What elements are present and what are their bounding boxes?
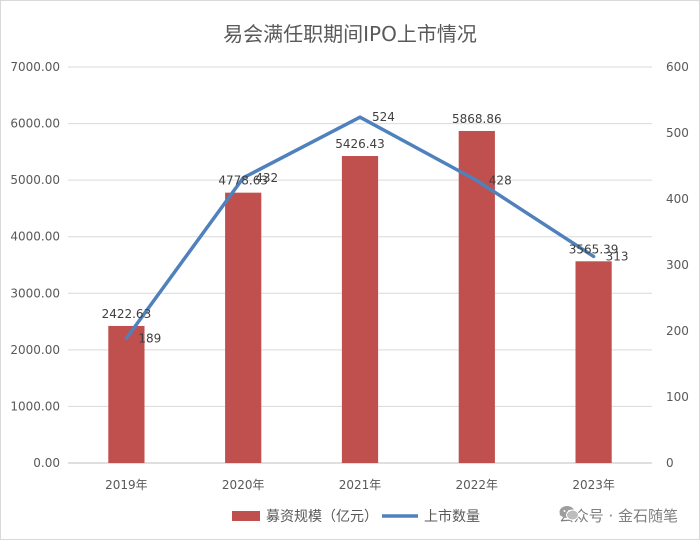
line-data-label: 189 [138, 331, 161, 345]
y-left-tick-label: 7000.00 [10, 60, 60, 74]
watermark: 公众号 · 金石随笔 [559, 505, 678, 526]
y-right-tick-label: 200 [666, 324, 689, 338]
chart-title: 易会满任职期间IPO上市情况 [223, 22, 477, 46]
bar-series [108, 130, 612, 463]
watermark-text: 公众号 · 金石随笔 [558, 507, 678, 525]
line-data-label: 524 [372, 110, 395, 124]
y-right-tick-label: 600 [666, 60, 689, 74]
line-data-label: 432 [255, 171, 278, 185]
x-tick-label: 2021年 [339, 478, 382, 492]
wechat-icon [559, 506, 579, 521]
bar [225, 192, 262, 463]
x-tick-label: 2022年 [456, 478, 499, 492]
y-left-tick-label: 0.00 [33, 456, 60, 470]
y-right-tick-label: 300 [666, 258, 689, 272]
legend-swatch-bar [232, 511, 260, 521]
line-data-label: 313 [606, 249, 629, 263]
bar [575, 261, 612, 463]
legend: 募资规模（亿元） 上市数量 [232, 508, 480, 525]
bar [108, 325, 145, 463]
line-data-label: 428 [489, 174, 512, 188]
y-left-tick-label: 5000.00 [10, 173, 60, 187]
bar-data-label: 5868.86 [452, 112, 502, 126]
x-tick-label: 2020年 [222, 478, 265, 492]
bar-data-label: 4778.63 [218, 174, 268, 188]
legend-label-line: 上市数量 [424, 508, 480, 525]
y-left-tick-label: 6000.00 [10, 117, 60, 131]
y-left-tick-label: 1000.00 [10, 399, 60, 413]
x-tick-label: 2019年 [105, 478, 148, 492]
x-axis: 2019年 2020年 2021年 2022年 2023年 [105, 478, 615, 492]
y-left-tick-label: 2000.00 [10, 343, 60, 357]
y-right-tick-label: 100 [666, 390, 689, 404]
left-axis: 0.00 1000.00 2000.00 3000.00 4000.00 5000.00 6… [10, 60, 60, 470]
bar-data-label: 5426.43 [335, 137, 385, 151]
x-tick-label: 2023年 [572, 478, 615, 492]
right-axis: 0 100 200 300 400 500 600 [666, 60, 689, 470]
legend-label-bar: 募资规模（亿元） [266, 509, 378, 525]
y-left-tick-label: 3000.00 [10, 286, 60, 300]
y-right-tick-label: 500 [666, 126, 689, 140]
y-left-tick-label: 4000.00 [10, 230, 60, 244]
data-labels: 2422.63 4778.63 5426.43 5868.86 3565.39 189 43… [102, 110, 629, 345]
y-right-tick-label: 0 [666, 456, 674, 470]
y-right-tick-label: 400 [666, 192, 689, 206]
bar [341, 156, 379, 463]
bar-data-label: 3565.39 [569, 242, 619, 256]
line-series [124, 115, 596, 341]
bar-data-label: 2422.63 [102, 307, 152, 321]
